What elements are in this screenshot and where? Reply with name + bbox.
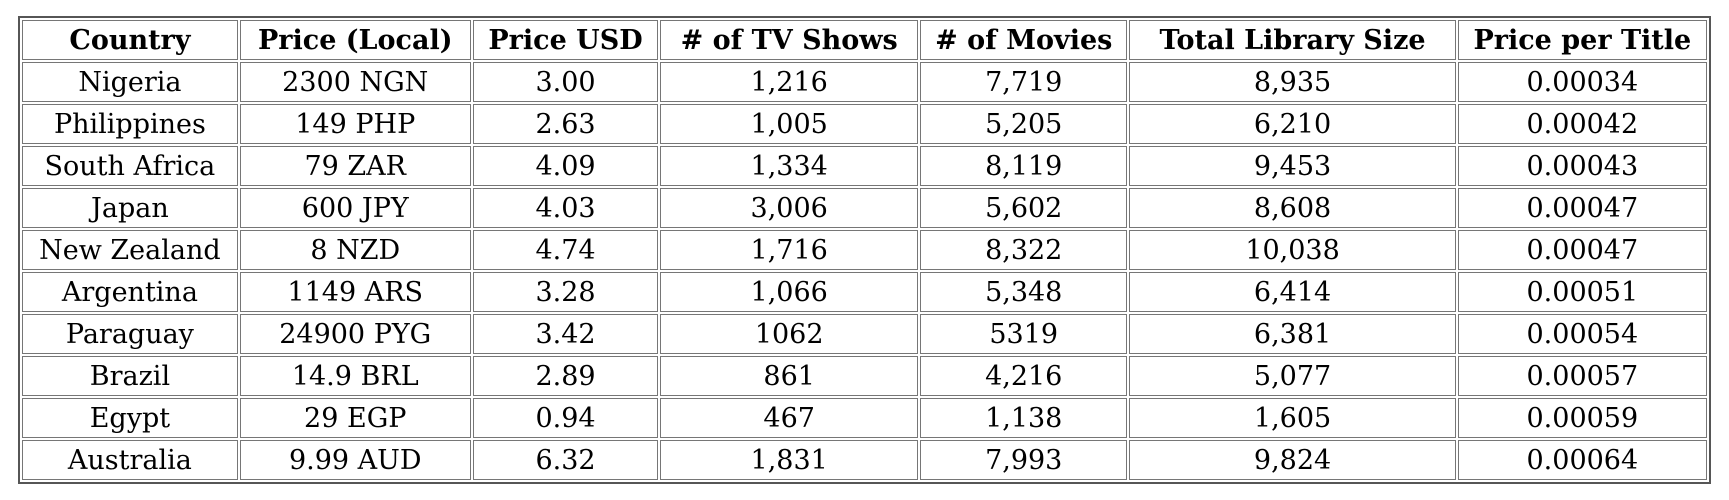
table-row: New Zealand 8 NZD 4.74 1,716 8,322 10,038 0.00… [22,230,1707,270]
column-header: # of Movies [920,20,1128,60]
table-cell: 0.00057 [1457,356,1707,396]
table-cell: 3.00 [472,62,659,102]
table-cell: 5,348 [920,272,1128,312]
table-cell: 2.63 [472,104,659,144]
table-row: Japan 600 JPY 4.03 3,006 5,602 8,608 0.00047 [22,188,1707,228]
table-cell: 8,935 [1129,62,1456,102]
table-row: Egypt 29 EGP 0.94 467 1,138 1,605 0.00059 [22,398,1707,438]
column-header: Total Library Size [1129,20,1456,60]
table-cell: 1,216 [660,62,918,102]
table-header: Country Price (Local) Price USD # of TV Sho… [22,20,1707,60]
country-cell: Australia [22,440,238,480]
column-header: Country [22,20,238,60]
table-cell: 5,602 [920,188,1128,228]
country-cell: Japan [22,188,238,228]
table-cell: 2300 NGN [239,62,471,102]
table-cell: 861 [660,356,918,396]
table-cell: 8,322 [920,230,1128,270]
table-cell: 8,608 [1129,188,1456,228]
table-cell: 8 NZD [239,230,471,270]
table-row: Philippines 149 PHP 2.63 1,005 5,205 6,210 0.0… [22,104,1707,144]
column-header: Price (Local) [239,20,471,60]
table-cell: 0.00043 [1457,146,1707,186]
table-cell: 10,038 [1129,230,1456,270]
table-row: Paraguay 24900 PYG 3.42 1062 5319 6,381 0.0005… [22,314,1707,354]
table-cell: 29 EGP [239,398,471,438]
column-header: # of TV Shows [660,20,918,60]
table-cell: 0.00064 [1457,440,1707,480]
table-row: Nigeria 2300 NGN 3.00 1,216 7,719 8,935 0.0003… [22,62,1707,102]
table-cell: 5,205 [920,104,1128,144]
table-cell: 0.00042 [1457,104,1707,144]
country-cell: Nigeria [22,62,238,102]
table-cell: 1,066 [660,272,918,312]
table-cell: 79 ZAR [239,146,471,186]
table-cell: 0.00059 [1457,398,1707,438]
table-cell: 1,005 [660,104,918,144]
table-cell: 1,334 [660,146,918,186]
table-cell: 0.00047 [1457,188,1707,228]
column-header: Price USD [472,20,659,60]
table-cell: 6,414 [1129,272,1456,312]
table-cell: 3.28 [472,272,659,312]
table-cell: 9.99 AUD [239,440,471,480]
country-cell: South Africa [22,146,238,186]
table-cell: 8,119 [920,146,1128,186]
table-row: Australia 9.99 AUD 6.32 1,831 7,993 9,824 0.00… [22,440,1707,480]
table-cell: 0.00051 [1457,272,1707,312]
table-cell: 4.03 [472,188,659,228]
table-cell: 5319 [920,314,1128,354]
country-cell: Philippines [22,104,238,144]
table-row: South Africa 79 ZAR 4.09 1,334 8,119 9,453 0.0… [22,146,1707,186]
table-cell: 24900 PYG [239,314,471,354]
table-cell: 0.00047 [1457,230,1707,270]
table-cell: 7,719 [920,62,1128,102]
table-cell: 4.09 [472,146,659,186]
table-cell: 14.9 BRL [239,356,471,396]
table-cell: 1,831 [660,440,918,480]
table-cell: 9,453 [1129,146,1456,186]
table-cell: 6,210 [1129,104,1456,144]
table-cell: 5,077 [1129,356,1456,396]
table-cell: 7,993 [920,440,1128,480]
table-cell: 0.00034 [1457,62,1707,102]
table-cell: 1,138 [920,398,1128,438]
table-cell: 4,216 [920,356,1128,396]
table-cell: 1149 ARS [239,272,471,312]
table-cell: 0.94 [472,398,659,438]
table-cell: 2.89 [472,356,659,396]
table-cell: 600 JPY [239,188,471,228]
table-cell: 1062 [660,314,918,354]
table-cell: 4.74 [472,230,659,270]
country-cell: New Zealand [22,230,238,270]
country-cell: Argentina [22,272,238,312]
table-cell: 6.32 [472,440,659,480]
table-row: Argentina 1149 ARS 3.28 1,066 5,348 6,414 0.00… [22,272,1707,312]
table-cell: 467 [660,398,918,438]
table-body: Nigeria 2300 NGN 3.00 1,216 7,719 8,935 0.0003… [22,62,1707,480]
header-row: Country Price (Local) Price USD # of TV Sho… [22,20,1707,60]
streaming-price-table: Country Price (Local) Price USD # of TV Sho… [18,16,1711,484]
column-header: Price per Title [1457,20,1707,60]
table-cell: 1,605 [1129,398,1456,438]
table-cell: 149 PHP [239,104,471,144]
table-row: Brazil 14.9 BRL 2.89 861 4,216 5,077 0.00057 [22,356,1707,396]
table-cell: 9,824 [1129,440,1456,480]
streaming-price-table-container: Country Price (Local) Price USD # of TV Sho… [18,16,1711,484]
table-cell: 6,381 [1129,314,1456,354]
table-cell: 3,006 [660,188,918,228]
table-cell: 3.42 [472,314,659,354]
table-cell: 1,716 [660,230,918,270]
country-cell: Paraguay [22,314,238,354]
table-cell: 0.00054 [1457,314,1707,354]
country-cell: Brazil [22,356,238,396]
country-cell: Egypt [22,398,238,438]
